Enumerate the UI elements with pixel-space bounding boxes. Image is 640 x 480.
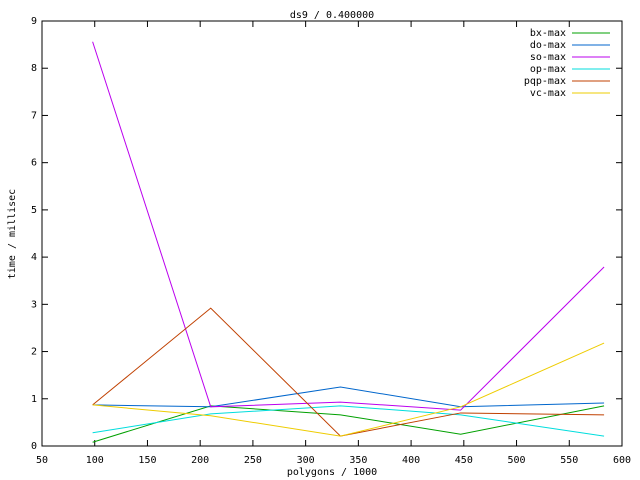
y-tick-label: 9 xyxy=(31,16,37,27)
legend-label: op-max xyxy=(530,64,566,75)
legend-label: do-max xyxy=(530,40,566,51)
series-line xyxy=(92,41,605,411)
y-tick-label: 1 xyxy=(31,394,37,405)
legend-label: so-max xyxy=(530,52,566,63)
y-axis-label: time / millisec xyxy=(7,189,18,279)
x-tick-label: 150 xyxy=(138,455,156,466)
y-tick-label: 3 xyxy=(31,299,37,310)
legend-label: vc-max xyxy=(530,88,566,99)
x-tick-label: 100 xyxy=(86,455,104,466)
x-tick-label: 200 xyxy=(191,455,209,466)
plot-frame xyxy=(41,20,623,447)
x-tick-label: 500 xyxy=(508,455,526,466)
series-line xyxy=(92,386,605,408)
x-tick-label: 250 xyxy=(244,455,262,466)
y-tick-label: 2 xyxy=(31,347,37,358)
y-tick-label: 0 xyxy=(31,441,37,452)
x-tick-label: 50 xyxy=(36,455,48,466)
series-line xyxy=(92,405,605,437)
x-tick-label: 550 xyxy=(560,455,578,466)
y-tick-label: 8 xyxy=(31,63,37,74)
x-tick-label: 400 xyxy=(402,455,420,466)
x-tick-label: 300 xyxy=(297,455,315,466)
series-line xyxy=(92,307,605,437)
series-line xyxy=(92,405,605,443)
x-tick-label: 450 xyxy=(455,455,473,466)
chart-title: ds9 / 0.400000 xyxy=(290,10,374,21)
x-tick-label: 350 xyxy=(349,455,367,466)
legend-label: bx-max xyxy=(530,28,566,39)
x-tick-label: 600 xyxy=(613,455,631,466)
legend-label: pqp-max xyxy=(524,76,566,87)
y-tick-label: 6 xyxy=(31,158,37,169)
y-tick-label: 7 xyxy=(31,110,37,121)
x-axis-label: polygons / 1000 xyxy=(287,467,377,478)
y-tick-label: 5 xyxy=(31,205,37,216)
y-tick-label: 4 xyxy=(31,252,37,263)
series-line xyxy=(92,342,605,437)
